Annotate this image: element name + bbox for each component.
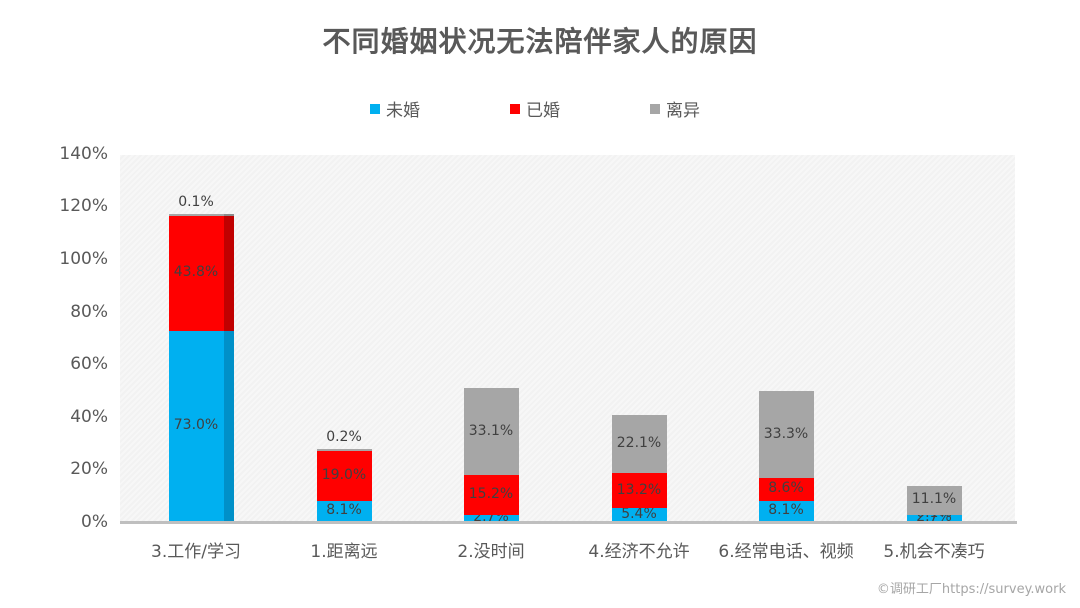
data-label: 0.1%	[178, 193, 214, 210]
watermark: ©调研工厂https://survey.work	[876, 582, 1066, 597]
data-label: 33.1%	[468, 422, 514, 439]
x-tick-label: 6.经常电话、视频	[718, 542, 854, 562]
y-tick: 100%	[59, 249, 108, 269]
bar-segment	[611, 415, 667, 474]
bar-segment	[611, 507, 667, 522]
bar-side-face	[223, 213, 234, 216]
data-label: 73.0%	[173, 417, 219, 434]
y-tick: 140%	[59, 144, 108, 164]
data-label: 11.1%	[911, 491, 957, 508]
bar-segment	[758, 478, 814, 501]
legend-item-unmarried: 未婚	[370, 96, 420, 121]
bar-segment	[611, 473, 667, 508]
bar-segment	[758, 500, 814, 522]
y-tick: 80%	[70, 302, 108, 322]
bar-segment	[168, 215, 234, 331]
x-axis-line	[120, 521, 1017, 524]
data-label: 15.2%	[468, 485, 514, 502]
x-tick-label: 4.经济不允许	[588, 542, 690, 562]
bar-segment	[168, 330, 234, 522]
bar-segment	[316, 450, 372, 501]
y-tick: 60%	[70, 354, 108, 374]
data-label: 22.1%	[616, 435, 662, 452]
bar-segment	[906, 514, 962, 522]
bar-segment	[168, 213, 234, 216]
bar-segment	[316, 500, 372, 522]
chart-title: 不同婚姻状况无法陪伴家人的原因	[322, 25, 758, 58]
bar-segment	[316, 448, 372, 451]
data-label: 0.2%	[326, 428, 362, 445]
legend-swatch-icon	[510, 103, 520, 114]
legend: 未婚 已婚 离异	[0, 96, 1080, 121]
legend-label: 未婚	[386, 101, 420, 121]
x-tick-label: 5.机会不凑巧	[883, 542, 985, 562]
bar-segment	[906, 485, 962, 515]
legend-item-married: 已婚	[510, 96, 560, 121]
data-label: 19.0%	[321, 466, 367, 483]
data-label: 8.1%	[326, 502, 362, 519]
bar-side-face	[223, 215, 234, 331]
y-tick: 0%	[81, 512, 108, 532]
x-tick-label: 2.没时间	[457, 542, 525, 562]
data-label: 8.6%	[768, 480, 804, 497]
x-tick-label: 1.距离远	[310, 542, 378, 562]
bar-side-face	[223, 330, 234, 522]
y-tick: 120%	[59, 196, 108, 216]
data-label: 33.3%	[763, 425, 809, 442]
bar-segment	[463, 388, 519, 476]
legend-item-divorced: 离异	[650, 96, 700, 121]
legend-swatch-icon	[370, 103, 380, 114]
plot-area	[120, 155, 1015, 522]
x-tick-label: 3.工作/学习	[151, 542, 241, 562]
data-label: 8.1%	[768, 502, 804, 519]
bar-segment	[463, 514, 519, 522]
legend-label: 已婚	[526, 101, 560, 121]
legend-label: 离异	[666, 101, 700, 121]
legend-swatch-icon	[650, 103, 660, 114]
y-tick: 40%	[70, 407, 108, 427]
y-tick: 20%	[70, 459, 108, 479]
data-label: 5.4%	[621, 505, 657, 522]
bar-segment	[758, 390, 814, 479]
bar-segment	[463, 475, 519, 515]
data-label: 13.2%	[616, 481, 662, 498]
data-label: 43.8%	[173, 264, 219, 281]
